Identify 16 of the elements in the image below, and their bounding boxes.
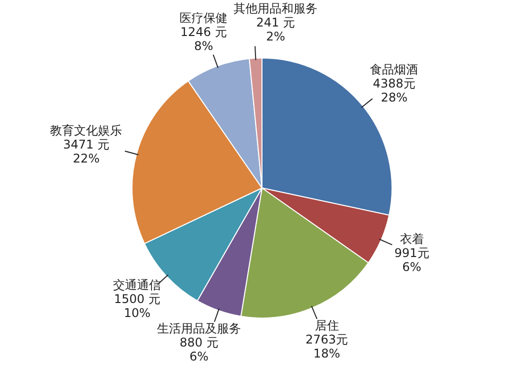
data-label: 1500 元 10%: [114, 292, 160, 320]
slice-label: 其他用品和服务: [234, 1, 318, 16]
data-label: 1246 元 8%: [180, 25, 227, 54]
slice-label: 交通通信: [113, 278, 162, 292]
data-label: 3471 元 22%: [63, 137, 110, 166]
slice-label: 医疗保健: [180, 11, 228, 26]
slice-label: 教育文化娱乐: [50, 123, 122, 138]
data-label: 991元 6%: [394, 246, 430, 274]
data-label: 241 元 2%: [256, 15, 295, 44]
slice-label: 生活用品及服务: [156, 322, 241, 336]
slice-label: 食品烟酒: [370, 62, 418, 76]
slice-label: 衣着: [400, 232, 424, 246]
data-label: 4388元 28%: [372, 76, 416, 104]
data-label: 880 元 6%: [180, 336, 218, 364]
slice-label: 居住: [314, 318, 339, 332]
data-label: 2763元 18%: [305, 332, 348, 360]
